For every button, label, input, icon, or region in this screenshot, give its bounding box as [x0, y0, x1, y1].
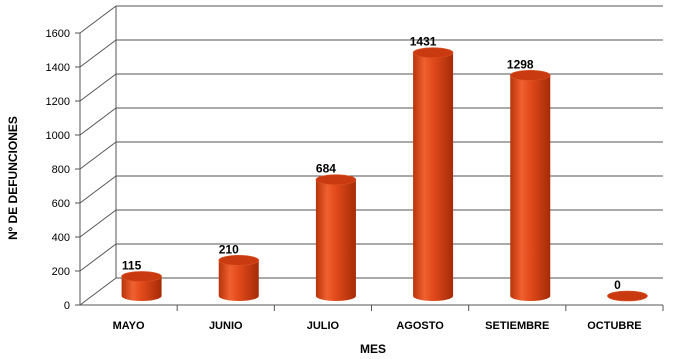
data-label: 1431: [410, 35, 437, 49]
y-tick-label: 1400: [46, 62, 70, 74]
bar-top: [509, 70, 551, 81]
gridlines: [79, 5, 663, 306]
y-tick-label: 1200: [46, 96, 70, 108]
x-tick-label: JULIO: [307, 320, 340, 332]
bar: [218, 254, 260, 301]
y-tick-label: 400: [52, 232, 70, 244]
y-tick-label: 200: [52, 266, 70, 278]
bar-top: [121, 271, 162, 282]
gridline-depth: [79, 277, 117, 306]
bar-top: [315, 174, 357, 186]
y-tick-label: 600: [52, 198, 70, 210]
y-tick-label: 0: [64, 300, 70, 312]
bar: [509, 70, 551, 301]
x-tick-label: AGOSTO: [396, 320, 444, 332]
bar: [121, 271, 162, 301]
data-label: 115: [122, 258, 142, 272]
bar-body: [510, 75, 551, 301]
gridline-depth: [79, 175, 117, 204]
bar-top: [412, 47, 454, 59]
x-tick-label: OCTUBRE: [587, 320, 641, 332]
bar-top: [218, 254, 260, 266]
bar-body: [315, 179, 356, 301]
bars: [121, 47, 648, 302]
y-tick-label: 800: [52, 164, 70, 176]
gridline-depth: [79, 243, 117, 272]
axes: 0 200 400 600 800 1000 1200 1400 1600 MAYO JUNIO JU…: [46, 28, 664, 332]
x-axis-title: MES: [360, 342, 386, 356]
y-axis-title: Nº DE DEFUNCIONES: [6, 116, 20, 240]
bar-top: [607, 290, 648, 302]
data-label: 1298: [507, 57, 534, 71]
data-label: 684: [316, 162, 336, 176]
gridline-depth: [79, 73, 117, 102]
bar: [607, 290, 648, 302]
bar: [315, 174, 357, 301]
gridline-depth: [79, 209, 117, 238]
bar-body: [121, 276, 162, 301]
x-tick-label: SETIEMBRE: [485, 320, 549, 332]
data-label: 0: [614, 278, 621, 292]
gridline-depth: [79, 39, 117, 68]
data-labels: 115 210 684 1431 1298 0: [122, 35, 621, 292]
y-tick-label: 1600: [46, 28, 70, 40]
bar: [412, 47, 454, 302]
y-tick-label: 1000: [46, 130, 70, 142]
data-label: 210: [219, 242, 239, 256]
x-tick-label: MAYO: [113, 320, 145, 332]
gridline-depth: [79, 5, 117, 34]
gridline-depth: [79, 107, 117, 136]
x-tick-label: JUNIO: [209, 320, 243, 332]
gridline-depth: [79, 141, 117, 170]
bar-body: [413, 52, 454, 302]
bar-body: [218, 260, 259, 301]
